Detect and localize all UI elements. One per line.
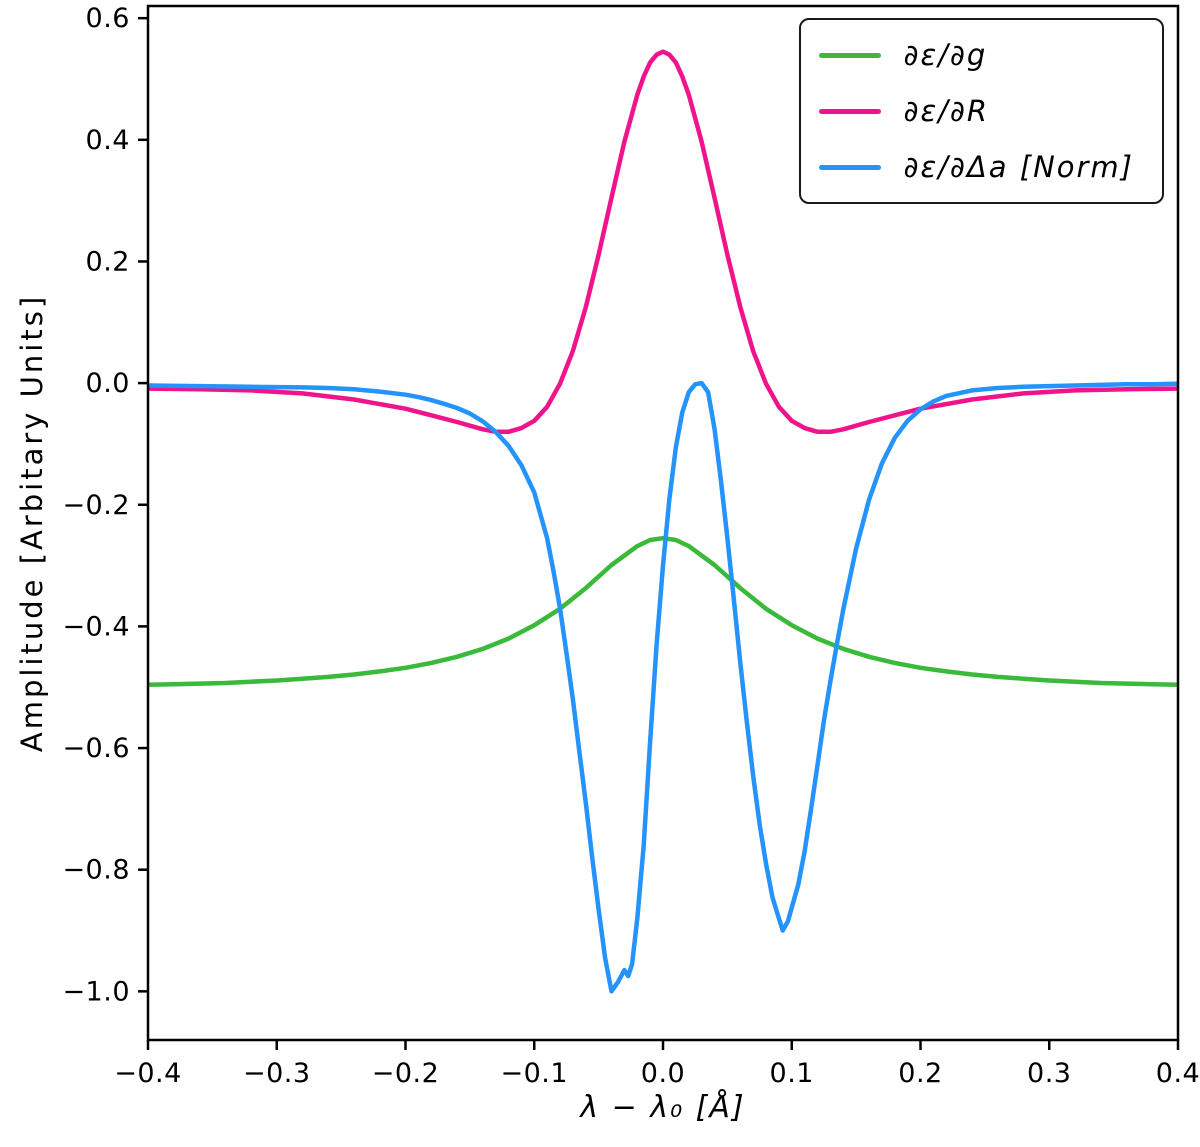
y-tick-label: −0.8 (62, 855, 130, 886)
legend-line-swatch (819, 52, 882, 58)
x-tick-label: −0.4 (114, 1058, 182, 1089)
x-tick-label: 0.2 (898, 1058, 942, 1089)
legend-item: ∂ε/∂Δa [Norm] (819, 150, 1134, 184)
y-tick-label: −0.4 (62, 611, 130, 642)
x-tick-label: −0.1 (500, 1058, 568, 1089)
legend-label: ∂ε/∂g (903, 38, 988, 72)
y-tick-label: −0.2 (62, 490, 130, 521)
y-tick-label: 0.0 (86, 368, 130, 399)
legend-label: ∂ε/∂R (903, 94, 990, 128)
y-tick-label: −1.0 (62, 976, 130, 1007)
legend-line-swatch (819, 108, 882, 114)
y-tick-label: 0.6 (86, 3, 130, 34)
legend-line-swatch (819, 164, 882, 170)
curve-2 (147, 49, 1179, 435)
legend-item: ∂ε/∂R (819, 94, 1134, 128)
y-tick-label: 0.4 (86, 125, 130, 156)
legend-item: ∂ε/∂g (819, 38, 1134, 72)
x-tick-label: −0.3 (243, 1058, 311, 1089)
y-tick-label: −0.6 (62, 733, 130, 764)
curve-3 (147, 380, 1179, 994)
y-axis-label: Amplitude [Arbitary Units] (15, 293, 49, 753)
curve-1 (147, 535, 1179, 688)
x-tick-label: 0.1 (770, 1058, 814, 1089)
legend: ∂ε/∂g ∂ε/∂R ∂ε/∂Δa [Norm] (799, 18, 1164, 204)
x-tick-label: 0.0 (641, 1058, 685, 1089)
x-tick-label: 0.3 (1027, 1058, 1071, 1089)
y-tick-label: 0.2 (86, 246, 130, 277)
x-axis-label: λ − λ₀ [Å] (580, 1090, 746, 1125)
x-tick-label: 0.4 (1156, 1058, 1200, 1089)
x-tick-label: −0.2 (372, 1058, 440, 1089)
legend-label: ∂ε/∂Δa [Norm] (903, 150, 1134, 184)
